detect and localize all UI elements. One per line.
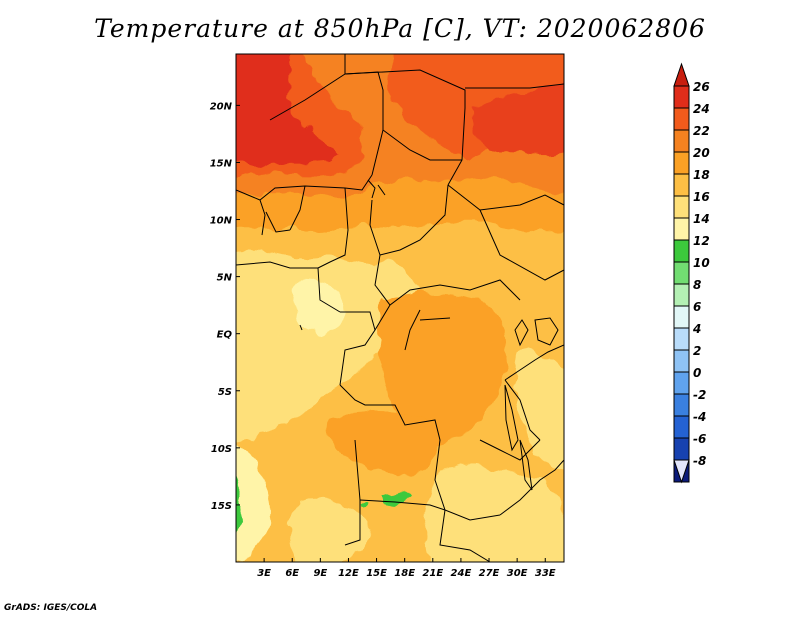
x-tick-label: 24E: [451, 568, 472, 579]
x-tick-label: 21E: [422, 568, 443, 579]
colorbar-label: -6: [693, 432, 706, 446]
y-tick-label: 15N: [210, 158, 233, 169]
colorbar-bin: [673, 151, 690, 175]
x-tick-label: 15E: [366, 568, 387, 579]
colorbar-bin: [673, 239, 690, 263]
colorbar-bin: [673, 85, 690, 109]
colorbar-label: -4: [693, 410, 706, 424]
y-tick-label: 15S: [211, 501, 232, 512]
country-borders: [236, 54, 564, 562]
colorbar-label: 8: [693, 278, 701, 292]
colorbar-label: 0: [693, 366, 701, 380]
colorbar-label: 26: [693, 80, 710, 94]
y-tick-label: 5S: [218, 387, 232, 398]
colorbar-bin: [673, 283, 690, 307]
y-tick-label: 20N: [210, 101, 233, 112]
colorbar-bin: [673, 305, 690, 329]
map-frame: [235, 53, 565, 563]
colorbar-label: -2: [693, 388, 706, 402]
colorbar-label: 16: [693, 190, 710, 204]
y-tick-label: 5N: [217, 273, 233, 284]
x-axis-ticks: 3E 6E 9E 12E 15E 18E 21E 24E 27E 30E 33E: [257, 558, 556, 579]
x-tick-label: 18E: [394, 568, 415, 579]
colorbar-label: 6: [693, 300, 701, 314]
x-tick-label: 33E: [535, 568, 556, 579]
colorbar-label: 10: [693, 256, 710, 270]
x-tick-label: 3E: [257, 568, 271, 579]
colorbar-bin: [673, 107, 690, 131]
colorbar-label: 14: [693, 212, 710, 226]
x-tick-label: 12E: [338, 568, 359, 579]
temperature-field: [236, 54, 564, 562]
colorbar-top-triangle: [673, 62, 690, 87]
y-tick-label: 10S: [211, 444, 232, 455]
colorbar-bin: [673, 415, 690, 439]
y-tick-label: EQ: [217, 330, 233, 341]
colorbar-bin: [673, 327, 690, 351]
map-title: Temperature at 850hPa [C], VT: 202006280…: [94, 14, 706, 43]
colorbar-label: 12: [693, 234, 710, 248]
colorbar-bin: [673, 195, 690, 219]
colorbar-bin: [673, 371, 690, 395]
x-tick-label: 27E: [479, 568, 500, 579]
colorbar-label: 4: [692, 322, 701, 336]
colorbar-bin: [673, 393, 690, 417]
colorbar-label: 24: [693, 102, 710, 116]
x-tick-label: 6E: [285, 568, 299, 579]
colorbar-label: 20: [693, 146, 710, 160]
colorbar-bin: [673, 217, 690, 241]
colorbar-label: 2: [693, 344, 701, 358]
footer-credit: GrADS: IGES/COLA: [4, 603, 98, 613]
colorbar-label: 22: [693, 124, 710, 138]
x-tick-label: 9E: [313, 568, 327, 579]
colorbar-bin: [673, 437, 690, 461]
colorbar-bin: [673, 129, 690, 153]
colorbar-label: 18: [693, 168, 710, 182]
colorbar-bottom-triangle: [673, 459, 690, 484]
colorbar-label: -8: [693, 454, 706, 468]
colorbar-bin: [673, 261, 690, 285]
colorbar-bin: [673, 349, 690, 373]
x-tick-label: 30E: [507, 568, 528, 579]
y-axis-ticks: 20N 15N 10N 5N EQ 5S 10S 15S: [210, 101, 240, 512]
y-tick-label: 10N: [210, 216, 233, 227]
colorbar-bin: [673, 173, 690, 197]
